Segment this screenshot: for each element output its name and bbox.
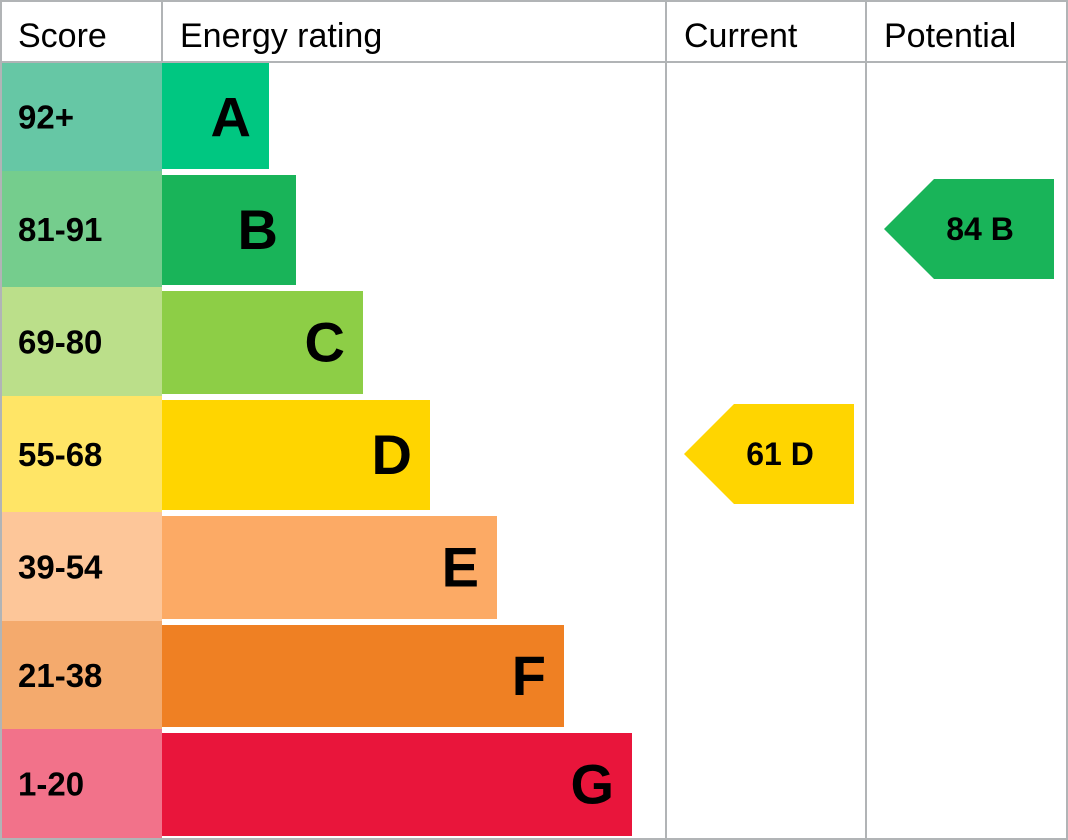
band-bar-f [162,625,564,727]
score-label-f: 21-38 [18,657,102,694]
band-letter-e: E [442,536,479,599]
band-bar-e [162,516,497,619]
band-letter-f: F [512,644,546,707]
score-cell-c [0,287,162,396]
score-cell-e [0,512,162,621]
header-row: Score Energy rating Current Potential [18,17,1016,55]
current-marker-label: 61 D [746,436,814,472]
header-potential: Potential [884,17,1016,55]
score-cell-d [0,396,162,512]
band-letter-b: B [238,198,278,261]
score-cell-g [0,729,162,838]
band-bar-b [162,175,296,285]
band-letter-d: D [372,423,412,486]
score-label-g: 1-20 [18,766,84,803]
score-cell-f [0,621,162,729]
current-marker-arrow [684,404,854,504]
potential-marker-arrow [884,179,1054,279]
band-letter-c: C [305,311,345,374]
band-letter-g: G [570,753,614,816]
bands-layer: 92+ A 81-91 B 69-80 C 55-68 D 39-54 E 21-38 F 1-20 G [0,62,632,838]
header-energy-rating: Energy rating [180,17,382,55]
score-label-b: 81-91 [18,211,102,248]
score-label-a: 92+ [18,99,74,136]
score-cell-b [0,171,162,287]
header-score: Score [18,17,107,55]
header-current: Current [684,17,798,55]
band-letter-a: A [211,86,251,149]
band-bar-a [162,62,269,169]
band-bar-d [162,400,430,510]
score-cell-a [0,62,162,171]
band-bar-c [162,291,363,394]
markers-layer: 61 D 84 B [684,179,1054,504]
potential-marker-label: 84 B [946,211,1014,247]
score-label-d: 55-68 [18,436,102,473]
score-label-c: 69-80 [18,324,102,361]
band-bar-g [162,733,632,836]
score-label-e: 39-54 [18,549,103,586]
